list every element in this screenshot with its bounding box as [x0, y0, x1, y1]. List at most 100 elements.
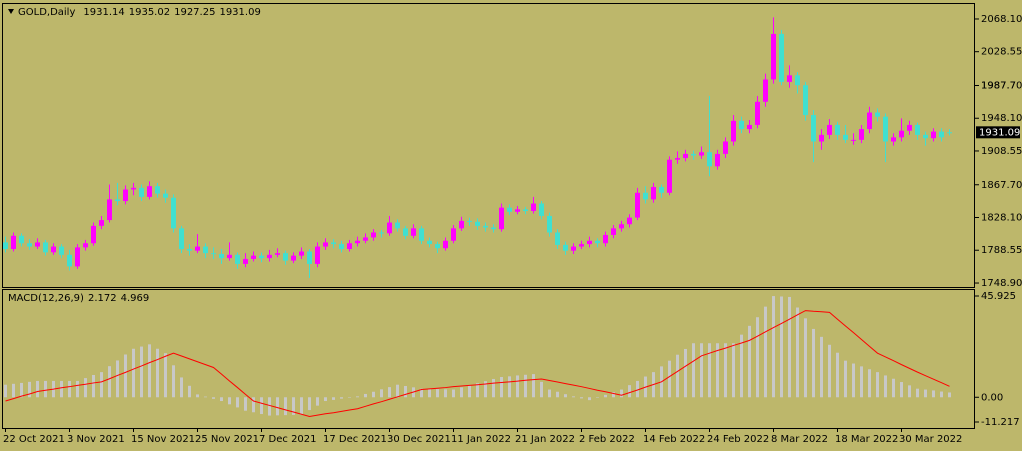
candle-body	[803, 85, 808, 116]
y-tick-label: 45.925	[981, 291, 1016, 302]
candle-body	[19, 235, 24, 244]
candle-body	[947, 132, 952, 134]
macd-bar	[420, 388, 423, 398]
candle-body	[675, 158, 680, 160]
candle-body	[187, 249, 192, 251]
candle-body	[59, 246, 64, 255]
candle-body	[547, 215, 552, 233]
macd-bar	[804, 318, 807, 398]
macd-bar	[76, 380, 79, 398]
macd-bar	[356, 396, 359, 398]
macd-bar	[452, 389, 455, 398]
candle-body	[291, 255, 296, 261]
candle-body	[331, 242, 336, 245]
x-tick-label: 8 Mar 2022	[771, 434, 828, 445]
x-tick-label: 15 Nov 2021	[131, 434, 195, 445]
macd-bar	[428, 388, 431, 398]
candle-body	[771, 33, 776, 80]
macd-bar	[44, 380, 47, 398]
macd-bar	[300, 397, 303, 415]
candle-body	[243, 258, 248, 264]
candle-body	[915, 124, 920, 135]
candle-body	[723, 141, 728, 154]
candle-body	[139, 187, 144, 197]
candle-body	[931, 131, 936, 139]
macd-bar	[668, 360, 671, 398]
macd-bar	[28, 381, 31, 398]
candle-body	[83, 243, 88, 248]
macd-bar	[444, 389, 447, 398]
macd-bar	[756, 317, 759, 398]
macd-bar	[764, 306, 767, 398]
candle-body	[283, 253, 288, 261]
macd-bar	[772, 296, 775, 398]
candle-body	[211, 253, 216, 255]
macd-bar	[932, 390, 935, 398]
macd-bar	[12, 383, 15, 398]
candle-body	[371, 232, 376, 238]
candle-body	[411, 228, 416, 236]
macd-bar	[540, 381, 543, 398]
candle-body	[227, 254, 232, 259]
candle-body	[27, 243, 32, 247]
candle-body	[851, 139, 856, 141]
y-tick-label: 1948.10	[981, 113, 1022, 124]
candle-body	[523, 209, 528, 211]
candle-body	[259, 255, 264, 259]
macd-bar	[380, 389, 383, 398]
candle-body	[859, 129, 864, 140]
macd-bar	[180, 377, 183, 398]
macd-bar	[828, 344, 831, 398]
macd-bar	[788, 296, 791, 398]
candle-body	[99, 220, 104, 226]
menu-arrow[interactable]	[8, 9, 14, 14]
candle-body	[819, 134, 824, 142]
candle-body	[827, 124, 832, 135]
candle-body	[939, 131, 944, 138]
candle-body	[787, 75, 792, 82]
macd-bar	[500, 376, 503, 398]
candle-body	[891, 137, 896, 142]
macd-bar	[780, 296, 783, 398]
candle-body	[427, 240, 432, 245]
candle-body	[635, 192, 640, 218]
candle-body	[563, 244, 568, 251]
open: 1931.14	[83, 7, 124, 18]
macd-bar	[724, 343, 727, 398]
macd-bar	[4, 384, 7, 398]
candle-body	[459, 220, 464, 229]
macd-bar	[924, 389, 927, 398]
x-tick-label: 30 Dec 2021	[387, 434, 451, 445]
macd-bar	[404, 386, 407, 398]
candle-body	[235, 254, 240, 264]
macd-bar	[244, 397, 247, 411]
macd-bar	[468, 385, 471, 398]
candle-body	[219, 253, 224, 259]
macd-bar	[284, 397, 287, 416]
candle-body	[715, 153, 720, 167]
candle-body	[379, 232, 384, 234]
candle-body	[267, 254, 272, 259]
candle-body	[435, 244, 440, 249]
macd-header: MACD(12,26,9) 2.172 4.969	[8, 293, 149, 304]
macd-bar	[732, 343, 735, 398]
macd-bar	[372, 391, 375, 398]
macd-bar	[940, 391, 943, 398]
macd-bar	[860, 366, 863, 398]
macd-bar	[212, 397, 215, 399]
candle-body	[555, 232, 560, 245]
macd-bar	[740, 334, 743, 398]
macd-bar	[908, 385, 911, 398]
macd-pane	[2, 289, 975, 429]
macd-bar	[868, 369, 871, 398]
candle-body	[579, 244, 584, 247]
x-tick-label: 7 Dec 2021	[259, 434, 317, 445]
macd-bar	[612, 392, 615, 398]
y-tick-label: 2068.10	[981, 14, 1022, 25]
symbol: GOLD,Daily	[18, 7, 75, 18]
macd-bar	[92, 374, 95, 398]
macd-bar	[692, 343, 695, 398]
x-tick-label: 14 Feb 2022	[643, 434, 705, 445]
